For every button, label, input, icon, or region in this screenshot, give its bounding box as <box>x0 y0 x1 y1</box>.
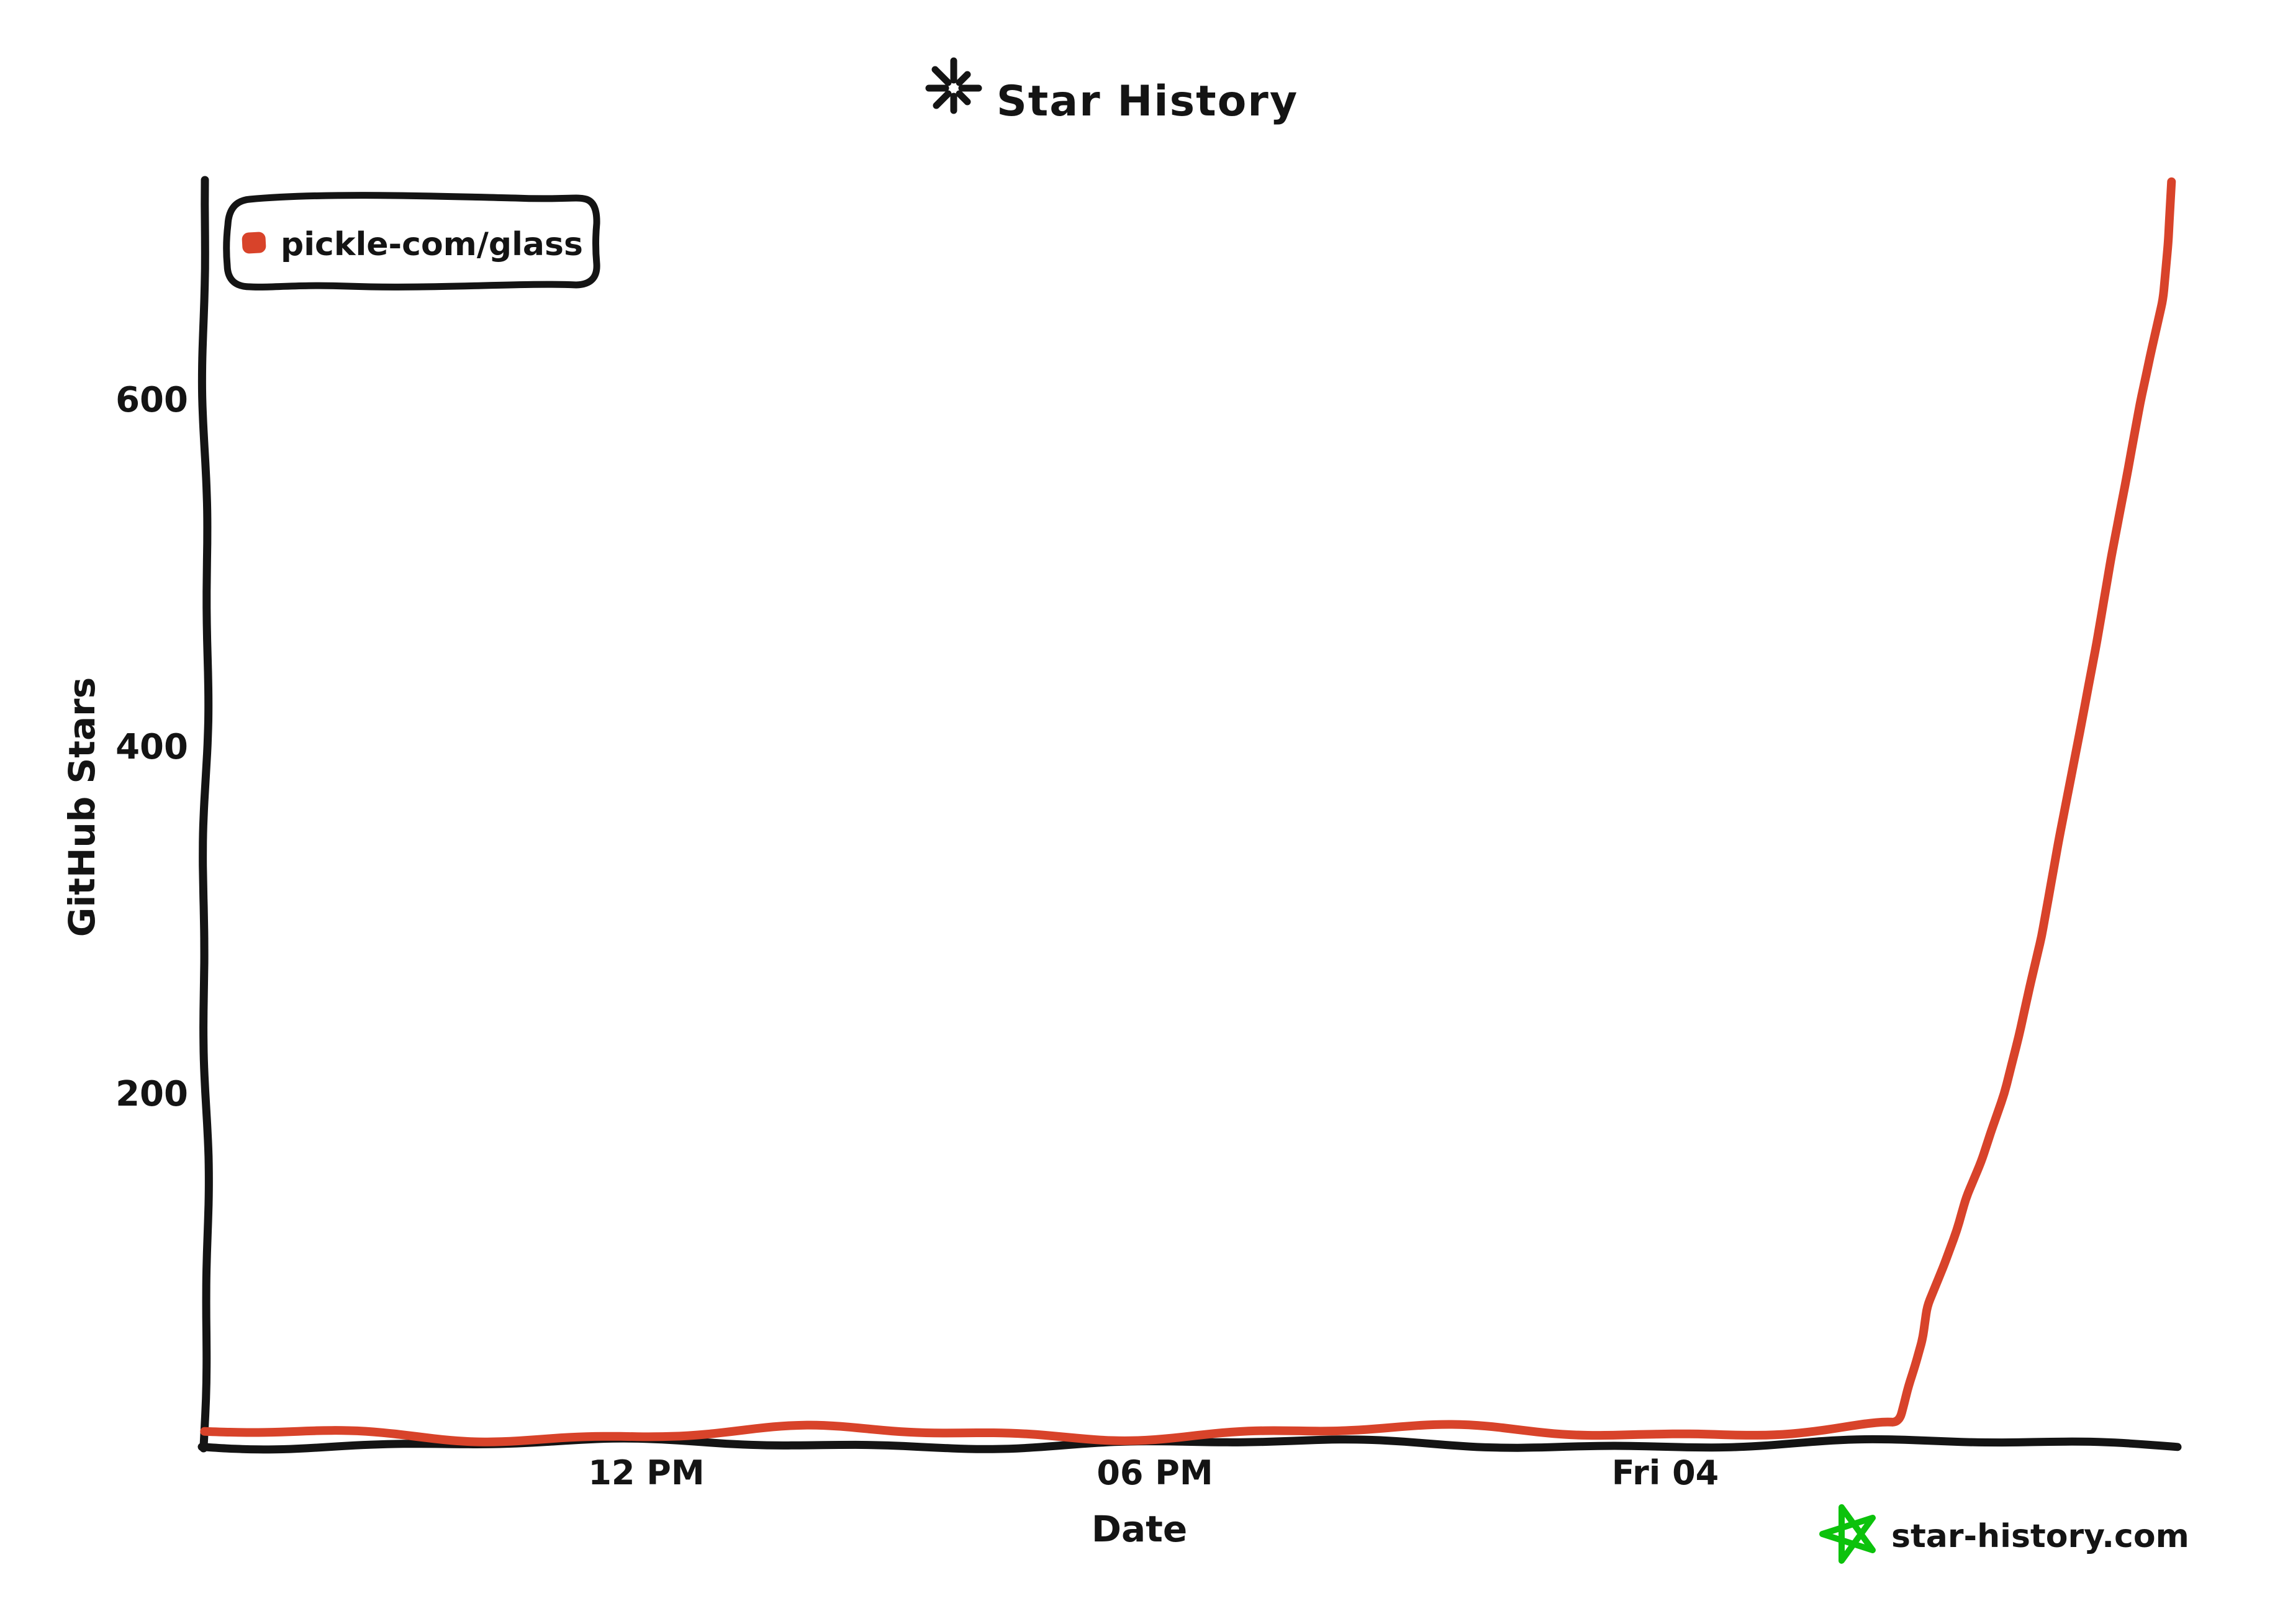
green-star-doodle-icon <box>1819 1504 1876 1564</box>
y-axis-line <box>197 176 213 1453</box>
y-tick-200: 200 <box>115 1074 188 1114</box>
x-tick-fri04: Fri 04 <box>1612 1453 1719 1492</box>
page-title: Star History <box>997 77 1298 126</box>
sparkle-asterisk-icon <box>925 57 982 114</box>
legend: pickle-com/glass <box>223 192 600 291</box>
x-tick-12pm: 12 PM <box>588 1453 704 1492</box>
x-tick-06pm: 06 PM <box>1097 1453 1213 1492</box>
chart-title-group: Star History <box>925 57 1298 126</box>
y-tick-600: 600 <box>115 380 188 420</box>
footer-site-label: star-history.com <box>1891 1518 2189 1555</box>
legend-box <box>223 192 600 291</box>
legend-label-pickle-com-glass: pickle-com/glass <box>281 226 583 263</box>
y-tick-400: 400 <box>115 727 188 767</box>
legend-marker-pickle-com-glass <box>242 232 266 254</box>
x-axis-title: Date <box>1092 1508 1187 1550</box>
series-line-pickle-com-glass <box>200 177 2176 1446</box>
y-axis-title: GitHub Stars <box>61 677 103 937</box>
footer-link[interactable]: star-history.com <box>1819 1504 2189 1564</box>
